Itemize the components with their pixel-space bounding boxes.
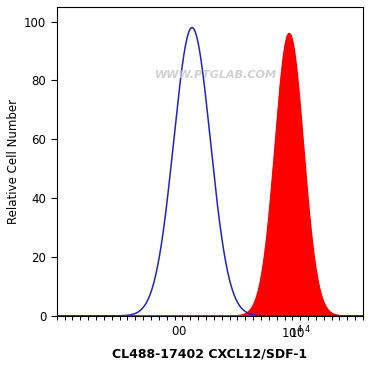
Text: WWW.PTGLAB.COM: WWW.PTGLAB.COM — [155, 70, 277, 80]
Y-axis label: Relative Cell Number: Relative Cell Number — [7, 99, 20, 224]
X-axis label: CL488-17402 CXCL12/SDF-1: CL488-17402 CXCL12/SDF-1 — [112, 347, 307, 360]
